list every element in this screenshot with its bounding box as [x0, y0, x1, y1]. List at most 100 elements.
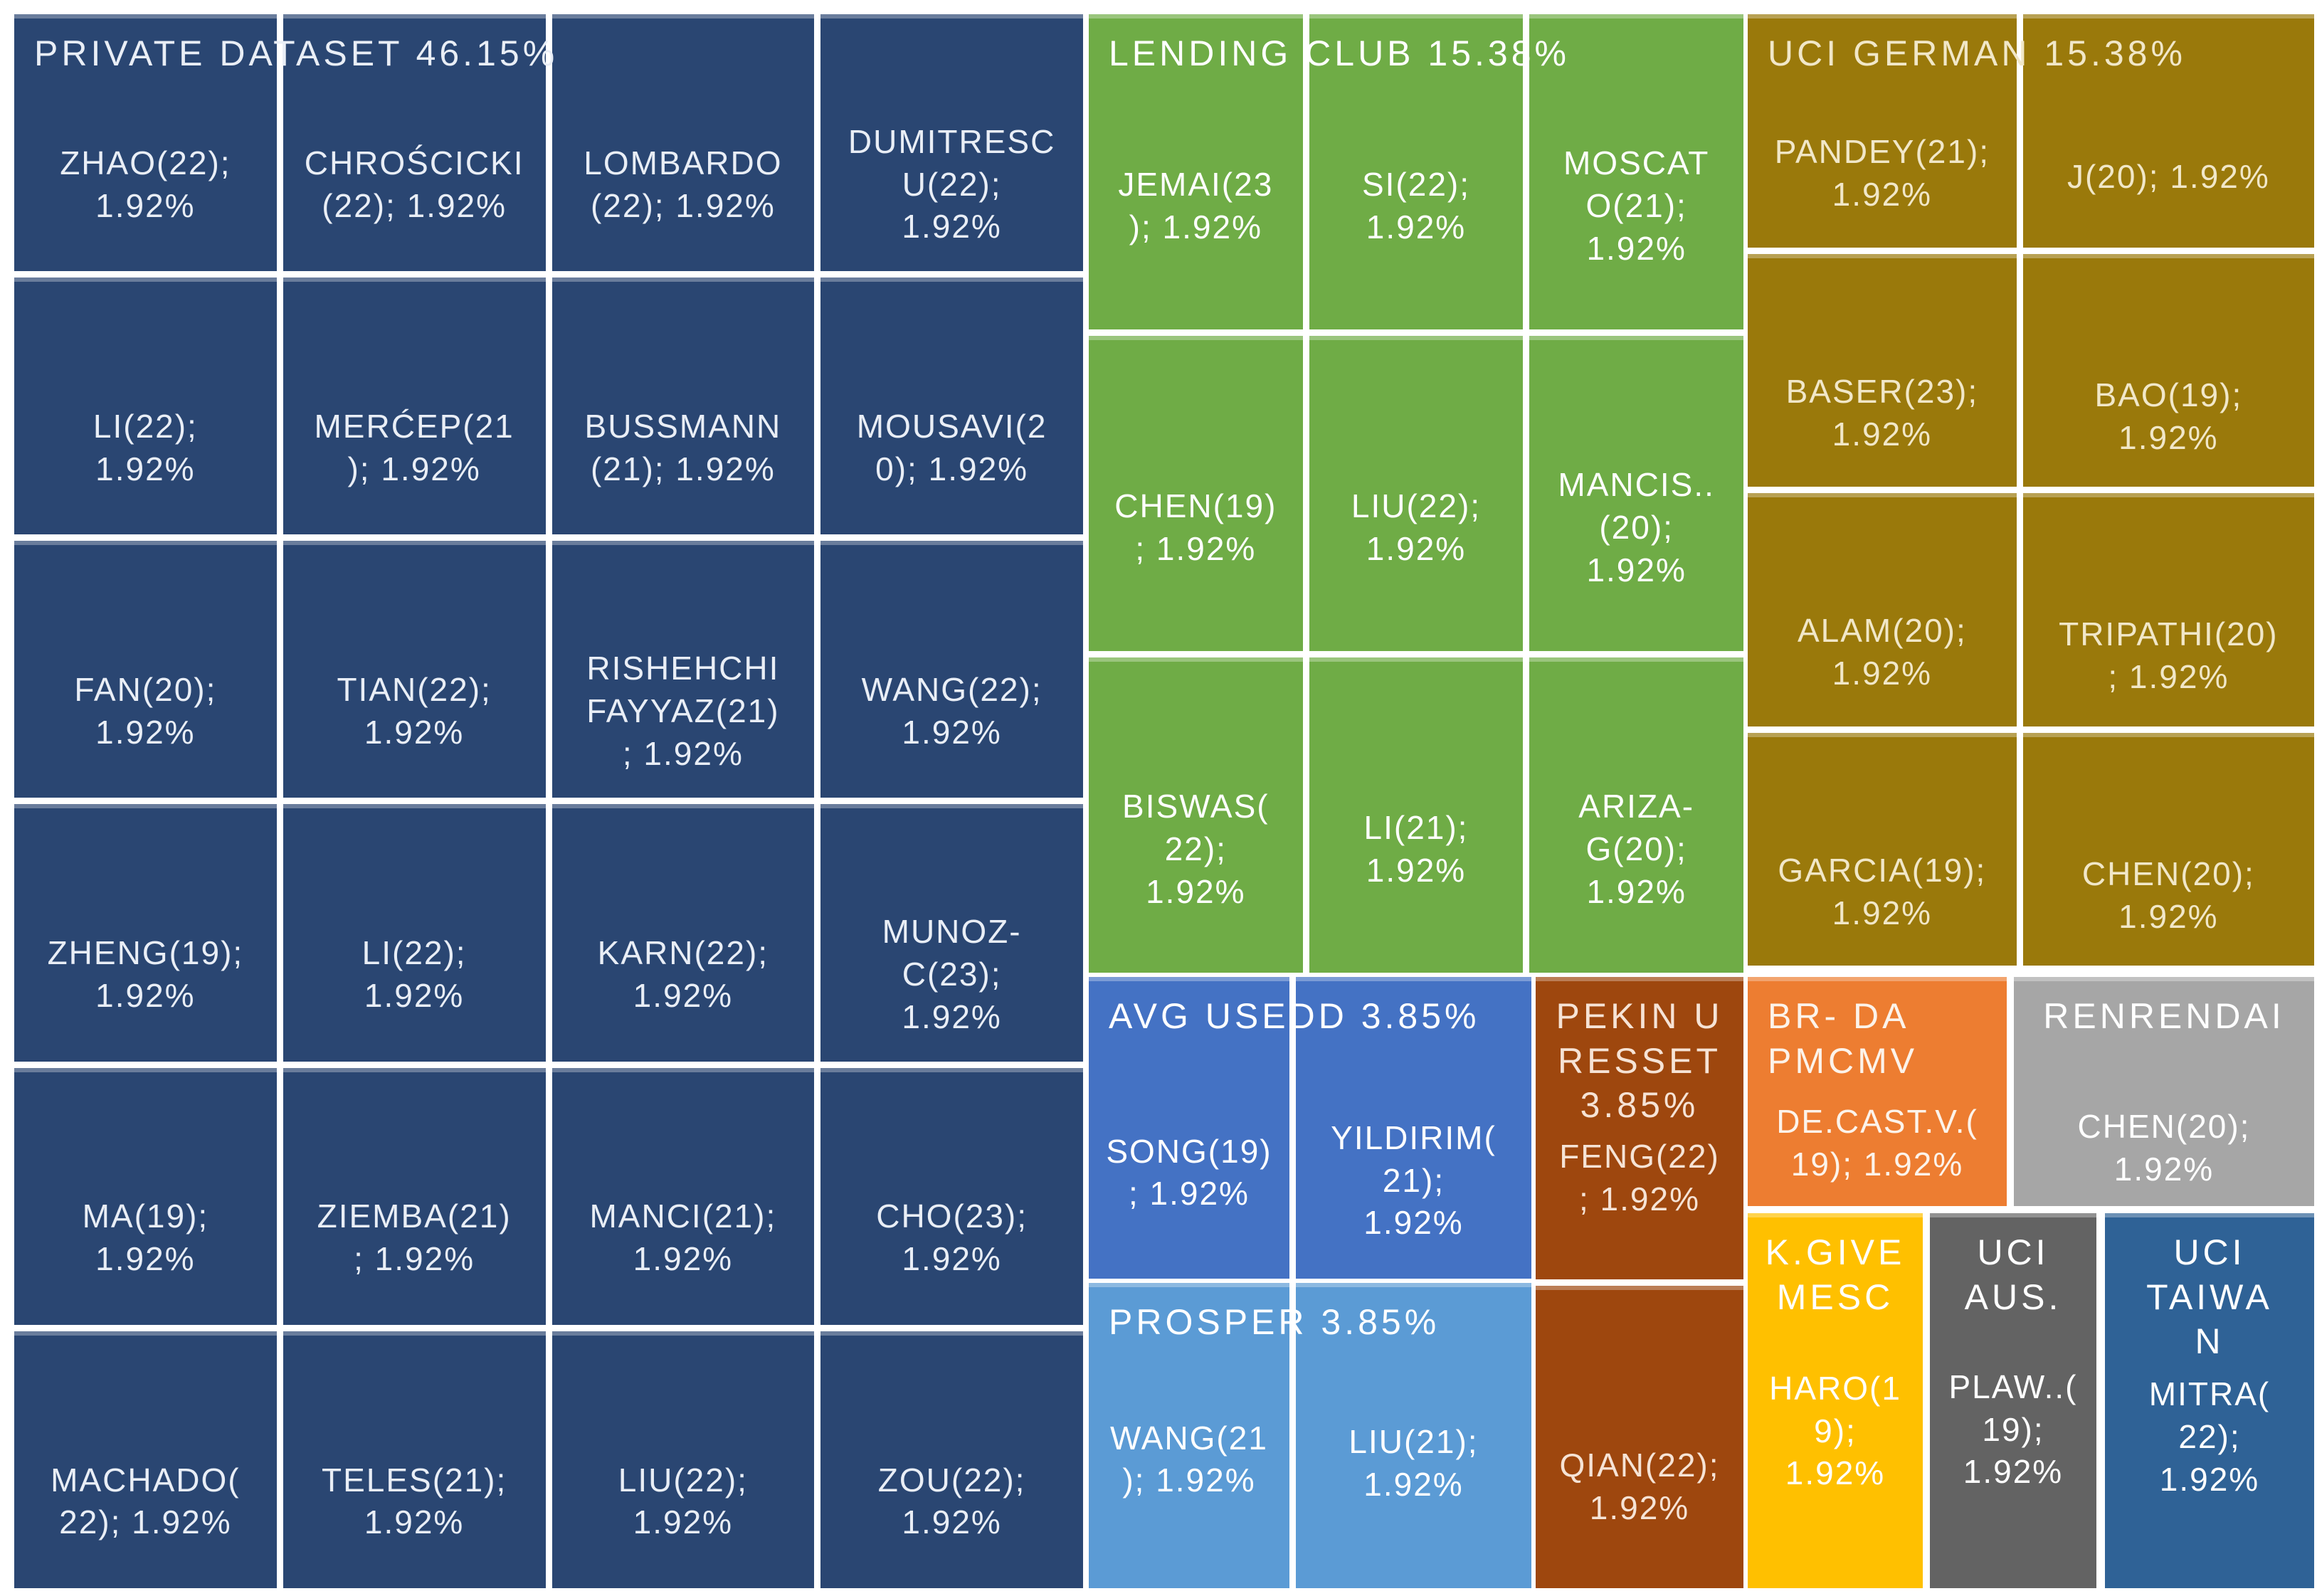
- group-cells: ZHAO(22); 1.92% CHROŚCICKI (22); 1.92% LOM…: [14, 14, 1083, 1588]
- treemap-group-uci-german: PANDEY(21); 1.92% J(20); 1.92% BASER(23); …: [1748, 14, 2314, 966]
- cell-label: ZIEMBA(21) ; 1.92%: [317, 1198, 512, 1278]
- treemap-cell: SONG(19) ; 1.92%: [1089, 977, 1289, 1279]
- cell-label: WANG(22); 1.92%: [861, 671, 1043, 751]
- treemap-group-uci-aus: PLAW..( 19); 1.92% UCI AUS.: [1930, 1213, 2096, 1588]
- treemap-cell: MANCIS.. (20); 1.92%: [1529, 336, 1743, 651]
- treemap-cell: MERĆEP(21 ); 1.92%: [283, 278, 546, 535]
- group-cells: HARO(1 9); 1.92%: [1748, 1213, 1923, 1588]
- treemap-cell: FAN(20); 1.92%: [14, 541, 277, 798]
- cell-label: MUNOZ- C(23); 1.92%: [882, 913, 1022, 1035]
- cell-label: CHEN(20); 1.92%: [2081, 855, 2255, 935]
- group-cells: SONG(19) ; 1.92% YILDIRIM( 21); 1.92%: [1089, 977, 1531, 1279]
- cell-label: CHEN(19) ; 1.92%: [1114, 487, 1277, 567]
- cell-label: SI(22); 1.92%: [1361, 165, 1471, 245]
- cell-label: ALAM(20); 1.92%: [1797, 612, 1967, 692]
- cell-label: WANG(21 ); 1.92%: [1110, 1419, 1268, 1499]
- group-cells: DE.CAST.V.( 19); 1.92%: [1748, 977, 2007, 1206]
- cell-label: LI(22); 1.92%: [361, 934, 467, 1015]
- cell-label: RISHEHCHI FAYYAZ(21) ; 1.92%: [586, 650, 780, 772]
- treemap-cell: CHO(23); 1.92%: [820, 1067, 1083, 1325]
- cell-label: GARCIA(19); 1.92%: [1778, 851, 1987, 931]
- cell-label: ZHAO(22); 1.92%: [60, 144, 231, 224]
- treemap-cell: BISWAS( 22); 1.92%: [1089, 657, 1303, 973]
- treemap-group-avg-used: SONG(19) ; 1.92% YILDIRIM( 21); 1.92% AVG …: [1089, 977, 1531, 1279]
- group-cells: CHEN(20); 1.92%: [2014, 977, 2314, 1206]
- cell-label: MANCI(21); 1.92%: [589, 1198, 777, 1278]
- group-cells: PANDEY(21); 1.92% J(20); 1.92% BASER(23); …: [1748, 14, 2314, 966]
- treemap-cell: YILDIRIM( 21); 1.92%: [1295, 977, 1531, 1279]
- treemap-cell: LI(21); 1.92%: [1309, 657, 1524, 973]
- cell-label: CHO(23); 1.92%: [876, 1198, 1028, 1278]
- cell-label: MA(19); 1.92%: [82, 1198, 209, 1278]
- cell-label: MACHADO( 22); 1.92%: [51, 1461, 241, 1541]
- cell-label: QIAN(22); 1.92%: [1559, 1446, 1720, 1526]
- treemap-cell: CHEN(19) ; 1.92%: [1089, 336, 1303, 651]
- treemap-cell: MA(19); 1.92%: [14, 1067, 277, 1325]
- cell-label: PANDEY(21); 1.92%: [1774, 133, 1990, 213]
- cell-label: J(20); 1.92%: [2067, 158, 2270, 196]
- cell-label: CHROŚCICKI (22); 1.92%: [304, 144, 524, 224]
- cell-label: BUSSMANN (21); 1.92%: [584, 407, 782, 487]
- treemap-cell: MUNOZ- C(23); 1.92%: [820, 804, 1083, 1062]
- treemap-group-pekin-u-resset: FENG(22) ; 1.92% QIAN(22); 1.92% PEKIN U R…: [1536, 977, 1743, 1588]
- treemap-group-renrendai: CHEN(20); 1.92% RENRENDAI: [2014, 977, 2314, 1206]
- cell-label: JEMAI(23 ); 1.92%: [1118, 165, 1274, 245]
- cell-label: ZHENG(19); 1.92%: [47, 934, 244, 1015]
- treemap-cell: CHEN(20); 1.92%: [2022, 732, 2314, 966]
- cell-label: TIAN(22); 1.92%: [337, 671, 492, 751]
- treemap-cell: ZOU(22); 1.92%: [820, 1331, 1083, 1588]
- treemap-group-private-dataset: ZHAO(22); 1.92% CHROŚCICKI (22); 1.92% LOM…: [14, 14, 1083, 1588]
- group-cells: PLAW..( 19); 1.92%: [1930, 1213, 2096, 1588]
- cell-label: BISWAS( 22); 1.92%: [1122, 787, 1270, 910]
- treemap-cell: ALAM(20); 1.92%: [1748, 493, 2017, 726]
- group-cells: MITRA( 22); 1.92%: [2105, 1213, 2314, 1588]
- treemap-cell: ZHENG(19); 1.92%: [14, 804, 277, 1062]
- treemap-cell: TRIPATHI(20) ; 1.92%: [2022, 493, 2314, 726]
- treemap-cell: BASER(23); 1.92%: [1748, 253, 2017, 487]
- cell-label: LIU(21); 1.92%: [1348, 1423, 1479, 1503]
- treemap-cell: LIU(21); 1.92%: [1295, 1283, 1531, 1588]
- group-cells: JEMAI(23 ); 1.92% SI(22); 1.92% MOSCAT O(2…: [1089, 14, 1743, 973]
- treemap-cell: J(20); 1.92%: [2022, 14, 2314, 248]
- treemap-cell: DE.CAST.V.( 19); 1.92%: [1748, 977, 2007, 1206]
- treemap-cell: TELES(21); 1.92%: [283, 1331, 546, 1588]
- treemap-cell: QIAN(22); 1.92%: [1536, 1286, 1743, 1588]
- cell-label: LIU(22); 1.92%: [618, 1461, 748, 1541]
- cell-label: MERĆEP(21 ); 1.92%: [314, 407, 514, 487]
- cell-label: MANCIS.. (20); 1.92%: [1558, 465, 1715, 588]
- treemap-cell: SI(22); 1.92%: [1309, 14, 1524, 329]
- treemap-cell: LIU(22); 1.92%: [1309, 336, 1524, 651]
- cell-label: YILDIRIM( 21); 1.92%: [1331, 1119, 1497, 1242]
- cell-label: LOMBARDO (22); 1.92%: [584, 144, 783, 224]
- treemap-cell: HARO(1 9); 1.92%: [1748, 1213, 1923, 1588]
- treemap-cell: CHEN(20); 1.92%: [2014, 977, 2314, 1206]
- cell-label: MITRA( 22); 1.92%: [2148, 1375, 2271, 1498]
- cell-label: ZOU(22); 1.92%: [877, 1461, 1026, 1541]
- treemap-cell: DUMITRESC U(22); 1.92%: [820, 14, 1083, 272]
- treemap-cell: MACHADO( 22); 1.92%: [14, 1331, 277, 1588]
- group-cells: FENG(22) ; 1.92% QIAN(22); 1.92%: [1536, 977, 1743, 1588]
- treemap-group-prosper: WANG(21 ); 1.92% LIU(21); 1.92% PROSPER 3.…: [1089, 1283, 1531, 1588]
- cell-label: LI(21); 1.92%: [1363, 808, 1469, 889]
- treemap-cell: RISHEHCHI FAYYAZ(21) ; 1.92%: [551, 541, 815, 798]
- treemap-cell: FENG(22) ; 1.92%: [1536, 977, 1743, 1279]
- cell-label: FAN(20); 1.92%: [74, 671, 217, 751]
- treemap-group-uci-taiwan: MITRA( 22); 1.92% UCI TAIWA N: [2105, 1213, 2314, 1588]
- treemap-group-k-give-mesc: HARO(1 9); 1.92% K.GIVE MESC: [1748, 1213, 1923, 1588]
- treemap-cell: LI(22); 1.92%: [283, 804, 546, 1062]
- cell-label: LIU(22); 1.92%: [1351, 487, 1482, 567]
- cell-label: LI(22); 1.92%: [93, 407, 198, 487]
- cell-label: MOUSAVI(2 0); 1.92%: [856, 407, 1047, 487]
- treemap-cell: WANG(21 ); 1.92%: [1089, 1283, 1289, 1588]
- treemap-cell: PLAW..( 19); 1.92%: [1930, 1213, 2096, 1588]
- treemap-cell: LIU(22); 1.92%: [551, 1331, 815, 1588]
- cell-label: KARN(22); 1.92%: [597, 934, 769, 1015]
- treemap-cell: LI(22); 1.92%: [14, 278, 277, 535]
- treemap-cell: CHROŚCICKI (22); 1.92%: [283, 14, 546, 272]
- cell-label: TELES(21); 1.92%: [321, 1461, 507, 1541]
- cell-label: FENG(22) ; 1.92%: [1559, 1137, 1720, 1217]
- cell-label: TRIPATHI(20) ; 1.92%: [2059, 615, 2279, 696]
- treemap-cell: BUSSMANN (21); 1.92%: [551, 278, 815, 535]
- cell-label: HARO(1 9); 1.92%: [1769, 1369, 1901, 1492]
- treemap-cell: KARN(22); 1.92%: [551, 804, 815, 1062]
